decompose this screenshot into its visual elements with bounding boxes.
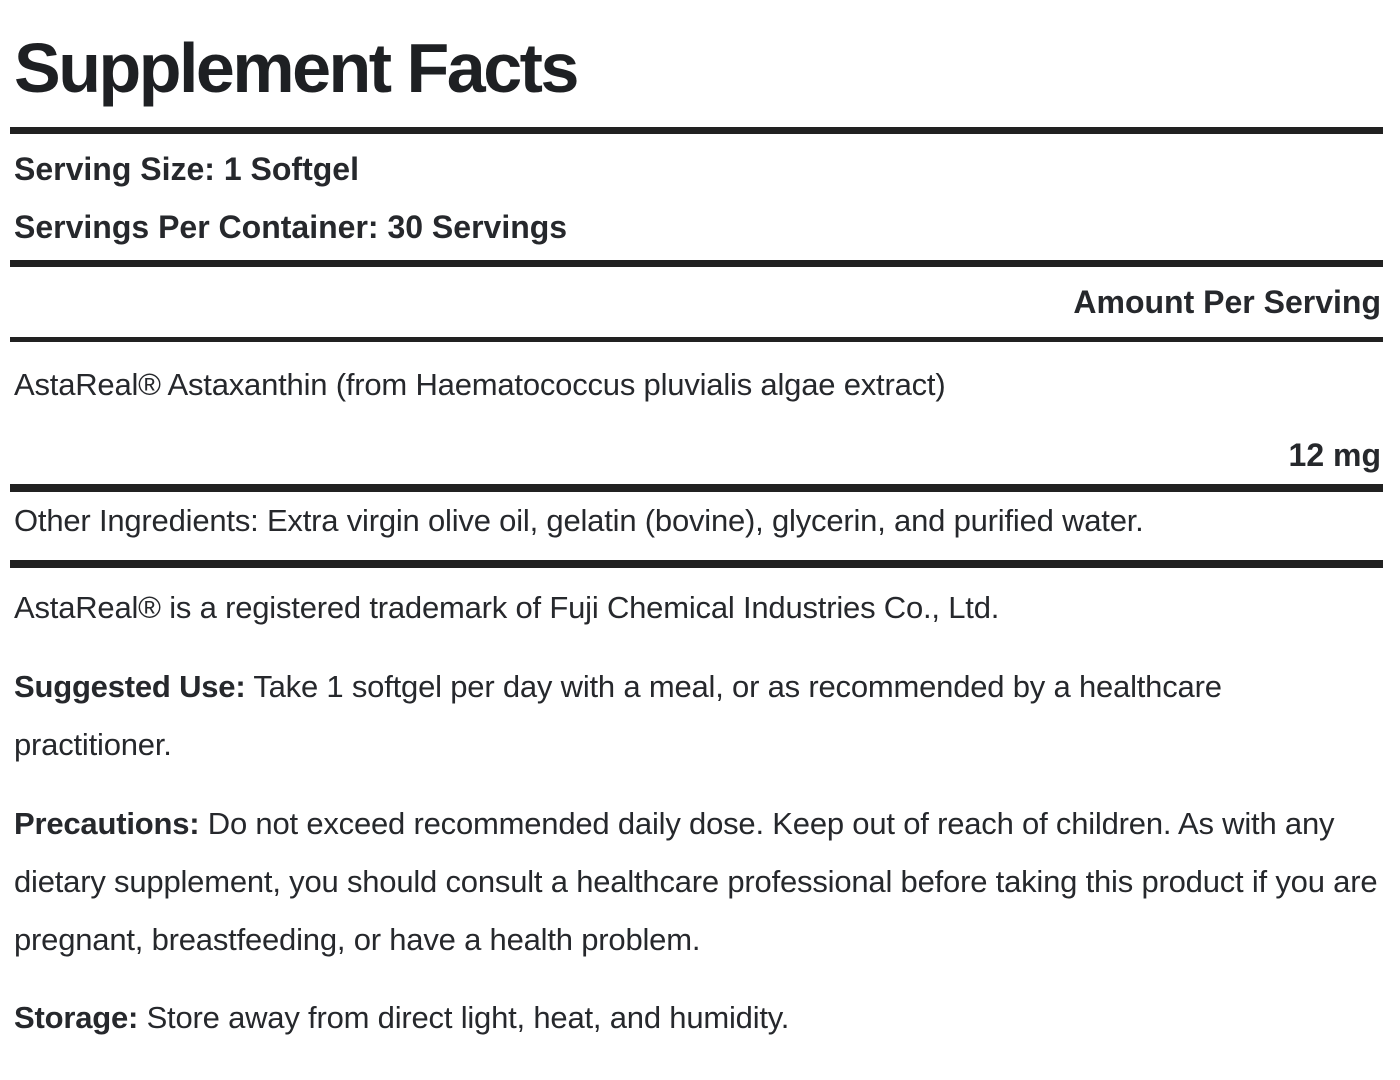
precautions-paragraph: Precautions: Do not exceed recommended d… [10, 795, 1383, 969]
servings-per-container-label: Servings Per Container: [14, 209, 379, 245]
other-ingredients-text: Other Ingredients: Extra virgin olive oi… [14, 503, 1144, 538]
serving-size-row: Serving Size: 1 Softgel [14, 140, 1383, 198]
rule-below-amount-header [10, 337, 1383, 342]
rule-below-other-ingredients [10, 560, 1383, 568]
rule-below-ingredient-row [10, 484, 1383, 492]
serving-size-label: Serving Size: [14, 151, 215, 187]
precautions-label: Precautions: [14, 806, 200, 841]
suggested-use-paragraph: Suggested Use: Take 1 softgel per day wi… [10, 658, 1383, 774]
suggested-use-text: Take 1 softgel per day with a meal, or a… [14, 669, 1222, 762]
supplement-facts-label: Supplement Facts Serving Size: 1 Softgel… [10, 0, 1383, 1047]
ingredient-name: AstaReal® Astaxanthin (from Haematococcu… [14, 367, 946, 402]
label-title: Supplement Facts [14, 29, 579, 107]
amount-per-serving-header: Amount Per Serving [1073, 284, 1381, 320]
suggested-use-label: Suggested Use: [14, 669, 246, 704]
storage-paragraph: Storage: Store away from direct light, h… [10, 989, 1383, 1047]
serving-info-section: Serving Size: 1 Softgel Servings Per Con… [10, 134, 1383, 260]
rule-below-title [10, 127, 1383, 134]
storage-label: Storage: [14, 1000, 139, 1035]
trademark-note: AstaReal® is a registered trademark of F… [14, 590, 1000, 625]
storage-text: Store away from direct light, heat, and … [138, 1000, 790, 1035]
ingredient-amount: 12 mg [1288, 437, 1381, 473]
precautions-text: Do not exceed recommended daily dose. Ke… [14, 806, 1378, 957]
rule-below-serving-info [10, 260, 1383, 267]
servings-per-container-value: 30 Servings [387, 209, 568, 245]
servings-per-container-row: Servings Per Container: 30 Servings [14, 198, 1383, 256]
serving-size-value: 1 Softgel [223, 151, 359, 187]
